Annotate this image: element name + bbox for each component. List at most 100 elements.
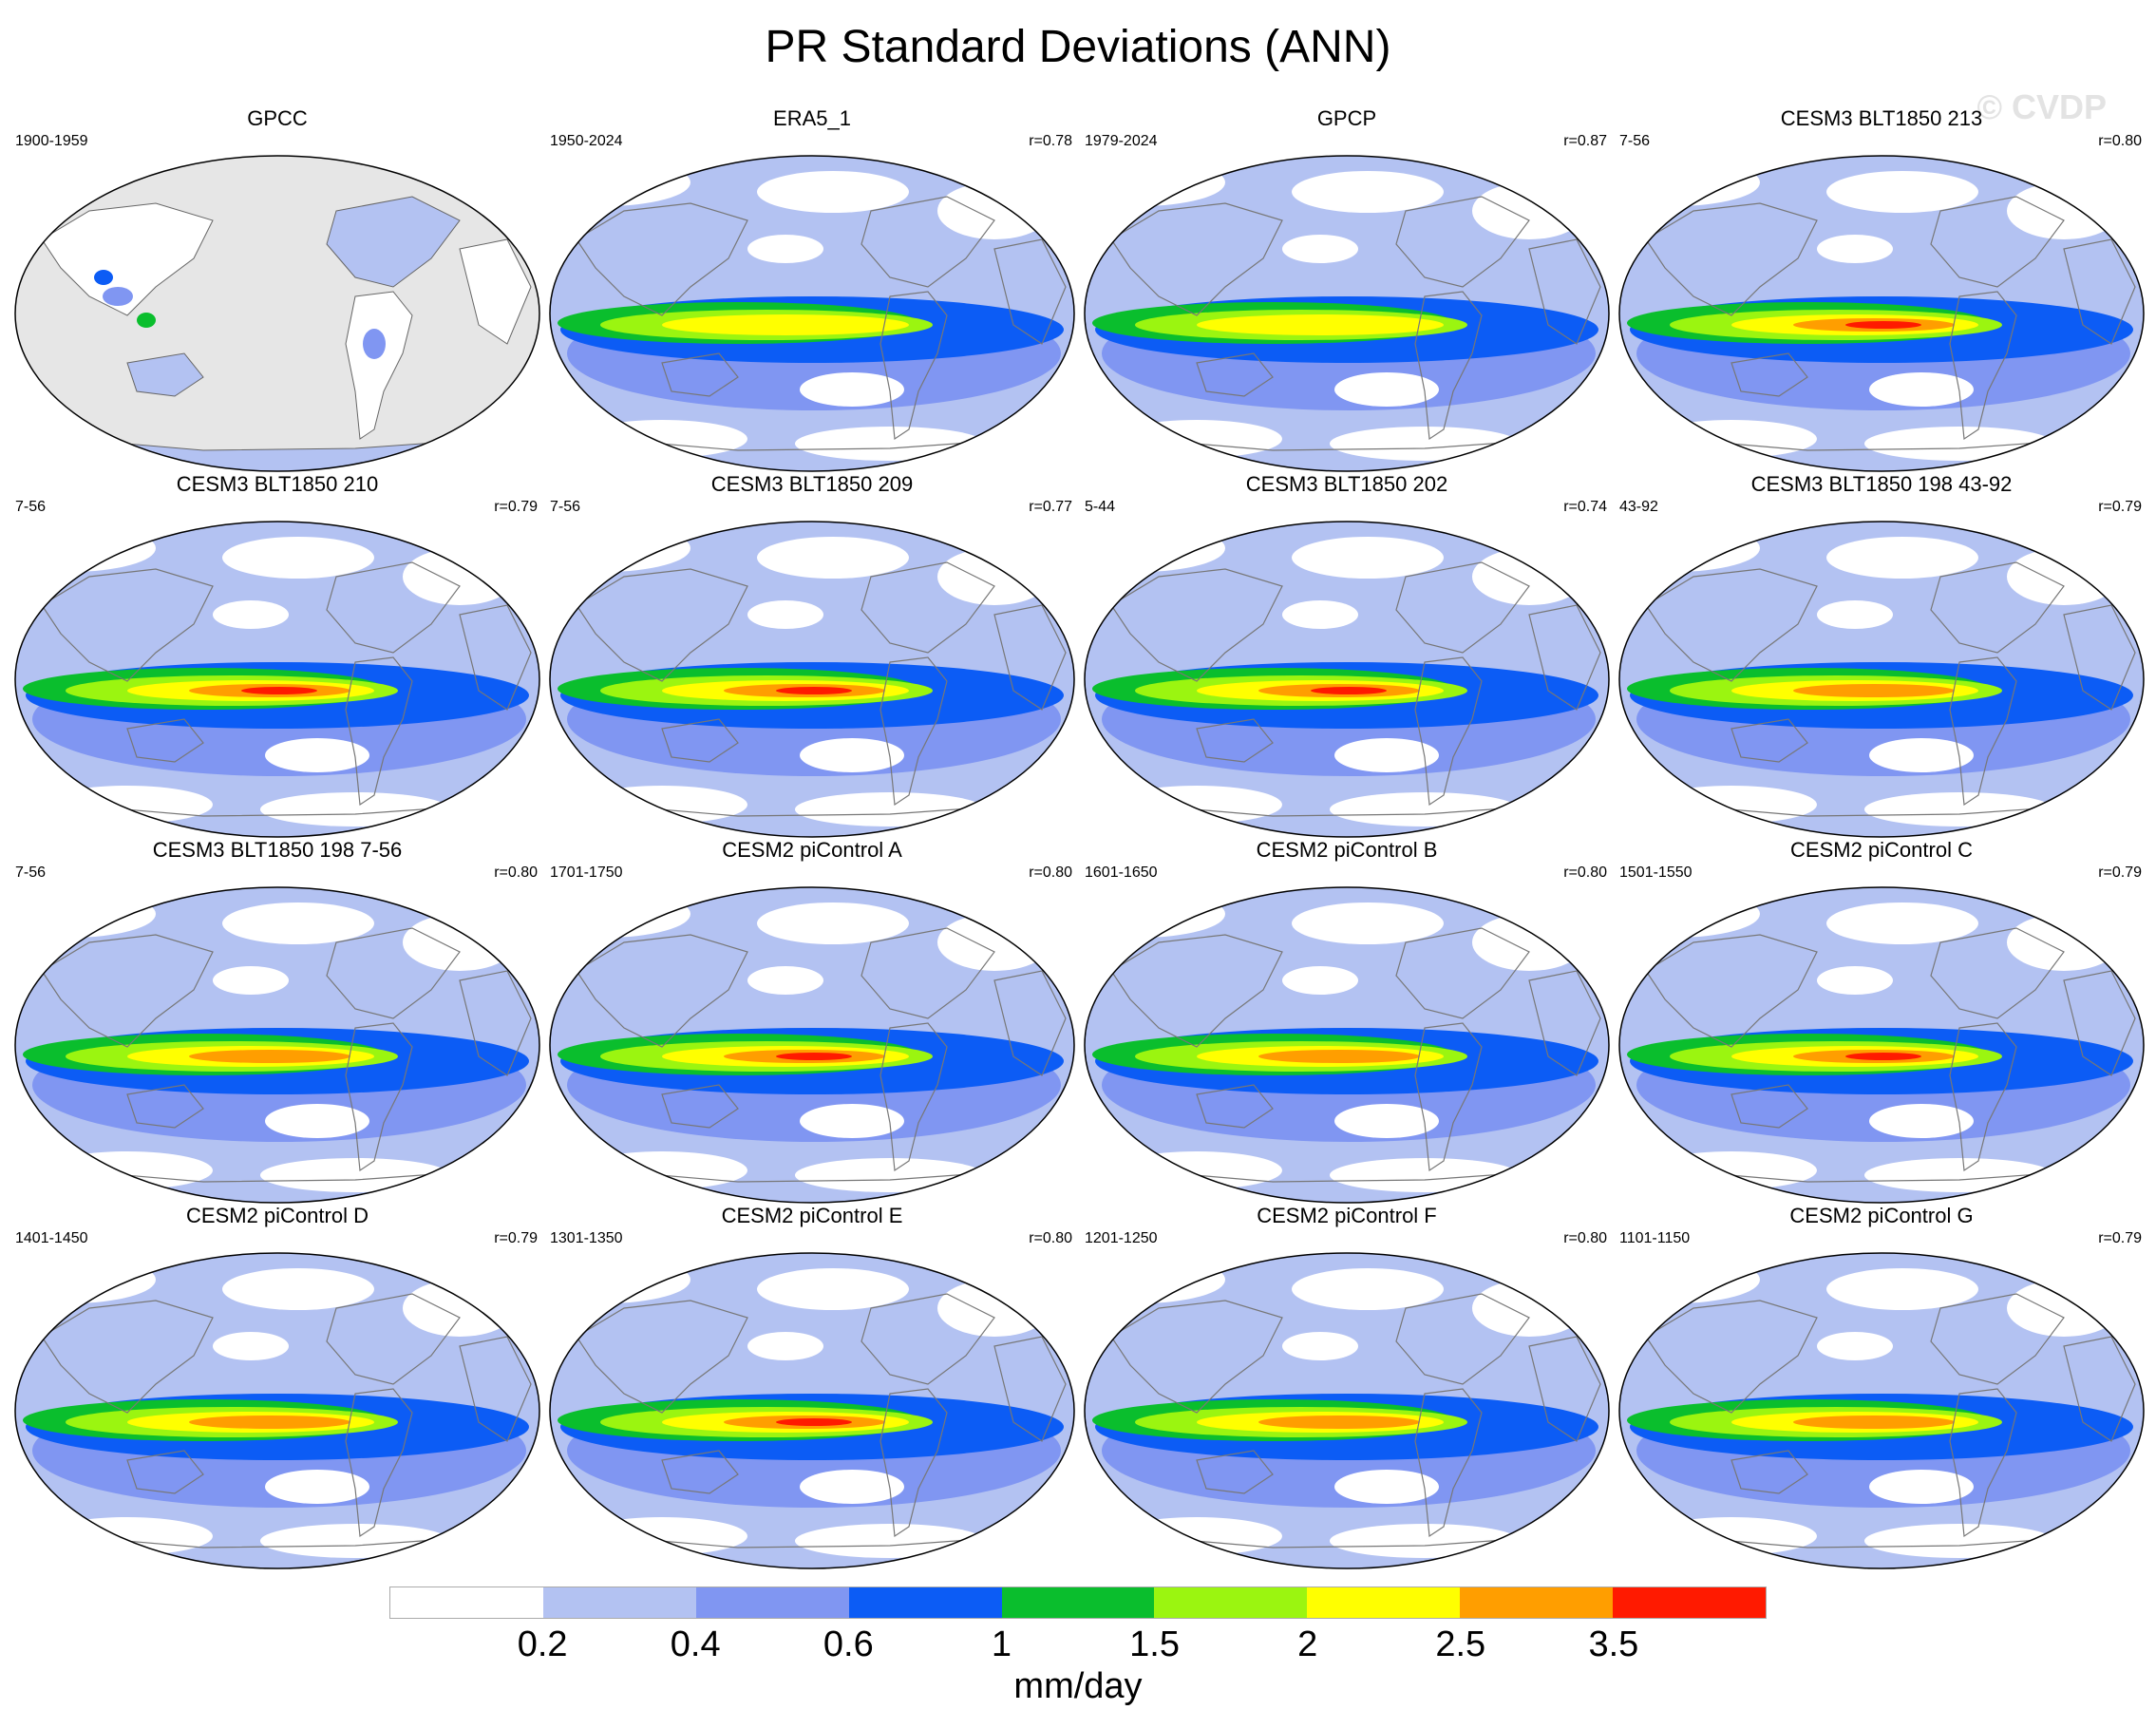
coastline: [1730, 1450, 1808, 1494]
watermark: © CVDP: [1976, 87, 2107, 126]
precip-band-core: [1258, 1050, 1420, 1063]
low-variance-area: [1282, 600, 1358, 629]
coastline: [1930, 927, 2065, 1019]
panel-correlation: r=0.80: [1029, 1230, 1072, 1246]
panel-title: CESM2 piControl D: [186, 1204, 369, 1227]
precip-band-core: [241, 687, 317, 694]
low-variance-area: [1472, 914, 1586, 971]
coastline: [2063, 238, 2136, 345]
low-variance-area: [937, 1280, 1051, 1337]
coastline: [345, 656, 413, 807]
coastline: [1730, 1084, 1808, 1129]
coastline: [345, 1388, 413, 1538]
colorbar-tick-label: 1.5: [1129, 1624, 1180, 1664]
dry-zone: [265, 738, 369, 772]
low-variance-area: [577, 420, 747, 458]
low-variance-area: [222, 902, 374, 944]
precip-blob: [137, 313, 156, 328]
low-variance-area: [1111, 1151, 1282, 1189]
colorbar-tick-label: 2: [1297, 1624, 1318, 1664]
coastline: [1645, 202, 1818, 316]
panel-period: 1201-1250: [1085, 1230, 1158, 1246]
low-variance-area: [1292, 902, 1444, 944]
world-map: [1084, 521, 1610, 838]
coastline: [41, 568, 214, 682]
dry-zone: [1334, 1104, 1439, 1138]
low-variance-area: [1472, 182, 1586, 239]
panel-title: CESM2 piControl A: [722, 838, 902, 862]
map-panel: GPCP 1979-2024 r=0.87: [1081, 106, 1613, 472]
world-map: [1618, 886, 2145, 1204]
low-variance-area: [403, 1280, 517, 1337]
map-border: [1084, 886, 1610, 1204]
low-variance-area: [42, 1151, 213, 1189]
world-map: [549, 155, 1075, 472]
panel-correlation: r=0.80: [2098, 133, 2142, 149]
world-map: [549, 521, 1075, 838]
land-mass: [459, 238, 532, 345]
world-map: [14, 886, 540, 1204]
land-mass: [126, 352, 204, 397]
low-variance-area: [42, 1517, 213, 1555]
dry-zone: [1869, 1104, 1974, 1138]
panel-correlation: r=0.80: [1563, 864, 1607, 881]
coastline: [345, 1022, 413, 1172]
colorbar-box: [390, 1587, 543, 1618]
colorbar-box: [848, 1587, 1002, 1618]
colorbar: [389, 1586, 1767, 1619]
map-border: [14, 521, 540, 838]
panel-period: 5-44: [1085, 499, 1116, 515]
low-variance-area: [577, 1151, 747, 1189]
map-panel: CESM2 piControl A 1701-1750 r=0.80: [546, 838, 1078, 1204]
figure-title: PR Standard Deviations (ANN): [765, 22, 1391, 72]
low-variance-area: [222, 537, 374, 579]
map-panel: CESM3 BLT1850 198 43-92 43-92 r=0.79: [1616, 472, 2147, 838]
colorbar-tick-label: 2.5: [1435, 1624, 1486, 1664]
precip-band-core: [776, 1418, 852, 1426]
dry-zone: [800, 1470, 904, 1504]
dry-zone: [800, 738, 904, 772]
coastline: [2063, 970, 2136, 1076]
coastline: [1395, 196, 1530, 288]
low-variance-area: [1111, 420, 1282, 458]
low-variance-area: [577, 1517, 747, 1555]
world-map: [1084, 155, 1610, 472]
coastline: [1930, 561, 2065, 654]
colorbar-units: mm/day: [1013, 1666, 1143, 1706]
coastline: [459, 604, 532, 711]
world-map: [1084, 1252, 1610, 1569]
panel-title: CESM2 piControl B: [1256, 838, 1438, 862]
panel-period: 43-92: [1619, 499, 1658, 515]
low-variance-area: [1817, 600, 1893, 629]
panel-title: ERA5_1: [773, 106, 851, 130]
coastline: [1949, 656, 2017, 807]
panel-title: GPCC: [247, 106, 308, 130]
precip-band-core: [1845, 321, 1921, 329]
low-variance-area: [1282, 966, 1358, 995]
low-variance-area: [937, 548, 1051, 605]
dry-zone: [265, 1104, 369, 1138]
panel-title: GPCP: [1316, 106, 1377, 130]
coastline: [1110, 934, 1283, 1048]
low-variance-area: [757, 537, 909, 579]
panel-title: CESM2 piControl E: [721, 1204, 903, 1227]
coastline: [1528, 1336, 1601, 1442]
low-variance-area: [1646, 786, 1817, 824]
coastline: [661, 718, 739, 763]
precip-band-core: [189, 1050, 350, 1063]
world-map: [549, 886, 1075, 1204]
low-variance-area: [747, 1332, 823, 1360]
precip-band-core: [662, 314, 909, 335]
coastline: [1528, 970, 1601, 1076]
dry-zone: [1334, 1470, 1439, 1504]
low-variance-area: [403, 914, 517, 971]
low-variance-area: [1472, 1280, 1586, 1337]
low-variance-area: [213, 1332, 289, 1360]
panel-period: 1950-2024: [550, 133, 623, 149]
panel-correlation: r=0.79: [2098, 1230, 2142, 1246]
dry-zone: [265, 1470, 369, 1504]
low-variance-area: [937, 182, 1051, 239]
panel-correlation: r=0.79: [494, 499, 538, 515]
precip-blob: [103, 287, 133, 306]
panel-title: CESM2 piControl C: [1790, 838, 1973, 862]
